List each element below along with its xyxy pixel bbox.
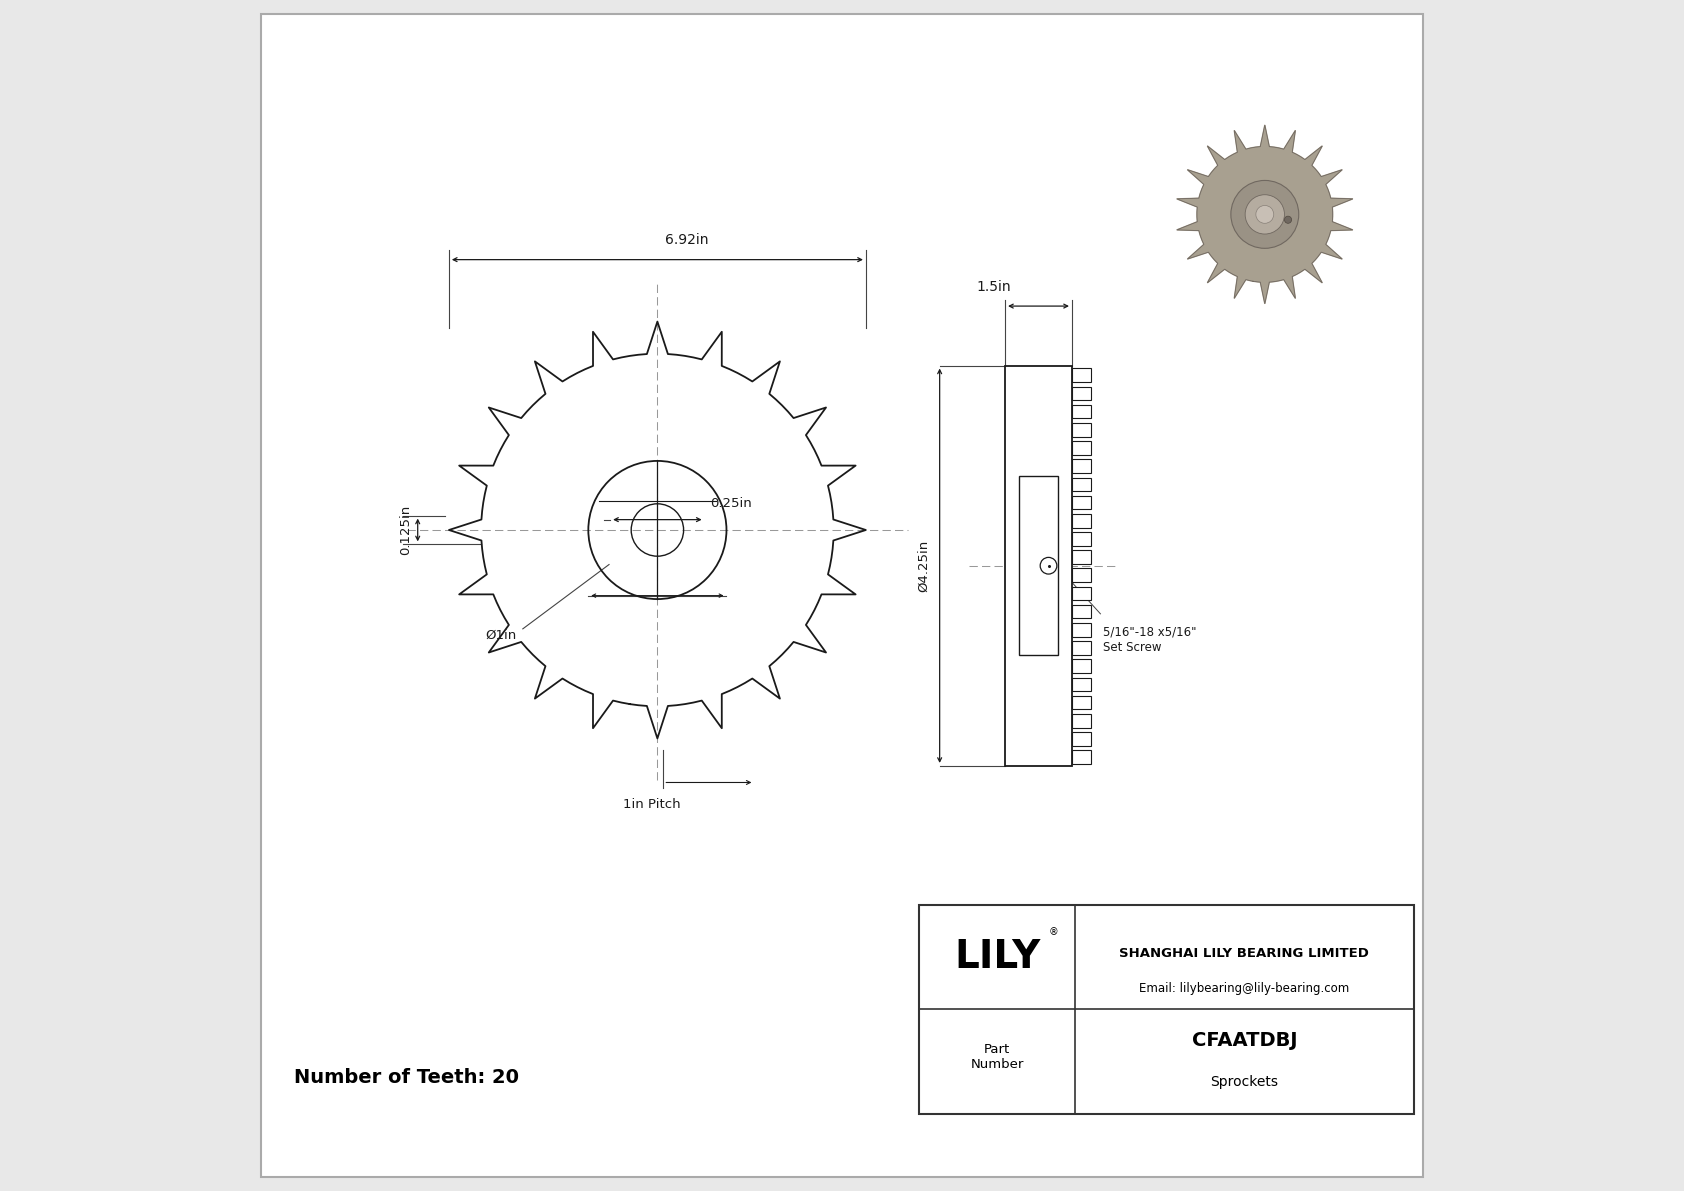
Bar bbox=[1071, 441, 1091, 455]
Bar bbox=[1019, 476, 1058, 655]
Bar bbox=[1071, 495, 1091, 510]
Bar bbox=[1071, 732, 1091, 746]
Text: Number of Teeth: 20: Number of Teeth: 20 bbox=[295, 1068, 519, 1087]
Text: Part
Number: Part Number bbox=[970, 1043, 1024, 1072]
Bar bbox=[1071, 641, 1091, 655]
Circle shape bbox=[1285, 217, 1292, 224]
Bar bbox=[1071, 750, 1091, 763]
Circle shape bbox=[1244, 195, 1285, 235]
Text: Ø4.25in: Ø4.25in bbox=[918, 540, 930, 592]
Text: LILY: LILY bbox=[955, 939, 1041, 977]
Bar bbox=[1071, 713, 1091, 728]
Text: 6.92in: 6.92in bbox=[665, 232, 709, 247]
Text: Email: lilybearing@lily-bearing.com: Email: lilybearing@lily-bearing.com bbox=[1140, 983, 1349, 994]
Bar bbox=[1071, 696, 1091, 710]
Bar bbox=[1071, 623, 1091, 637]
Text: 0.25in: 0.25in bbox=[711, 497, 753, 510]
Circle shape bbox=[1231, 181, 1298, 249]
Text: 0.125in: 0.125in bbox=[399, 505, 413, 555]
Bar bbox=[1071, 423, 1091, 437]
Polygon shape bbox=[1177, 125, 1352, 304]
Bar bbox=[919, 905, 1413, 1114]
Bar bbox=[1071, 513, 1091, 528]
Bar bbox=[1071, 587, 1091, 600]
Bar bbox=[1071, 387, 1091, 400]
Text: 1.5in: 1.5in bbox=[977, 280, 1010, 294]
Bar bbox=[1071, 405, 1091, 418]
Bar bbox=[1071, 678, 1091, 691]
Bar bbox=[1071, 568, 1091, 582]
Text: 1in Pitch: 1in Pitch bbox=[623, 798, 680, 811]
Bar bbox=[1071, 660, 1091, 673]
Text: ®: ® bbox=[1049, 928, 1059, 937]
Circle shape bbox=[1256, 206, 1273, 224]
Text: Ø1in: Ø1in bbox=[485, 629, 517, 642]
Text: 5/16"-18 x5/16"
Set Screw: 5/16"-18 x5/16" Set Screw bbox=[1103, 625, 1196, 654]
Bar bbox=[1071, 368, 1091, 382]
Bar bbox=[1071, 460, 1091, 473]
Bar bbox=[1071, 605, 1091, 618]
Text: CFAATDBJ: CFAATDBJ bbox=[1192, 1031, 1297, 1050]
Bar bbox=[1071, 478, 1091, 491]
Bar bbox=[1071, 550, 1091, 563]
Text: Sprockets: Sprockets bbox=[1211, 1075, 1278, 1090]
Bar bbox=[1005, 366, 1071, 766]
Bar bbox=[1071, 532, 1091, 545]
Text: SHANGHAI LILY BEARING LIMITED: SHANGHAI LILY BEARING LIMITED bbox=[1120, 947, 1369, 960]
